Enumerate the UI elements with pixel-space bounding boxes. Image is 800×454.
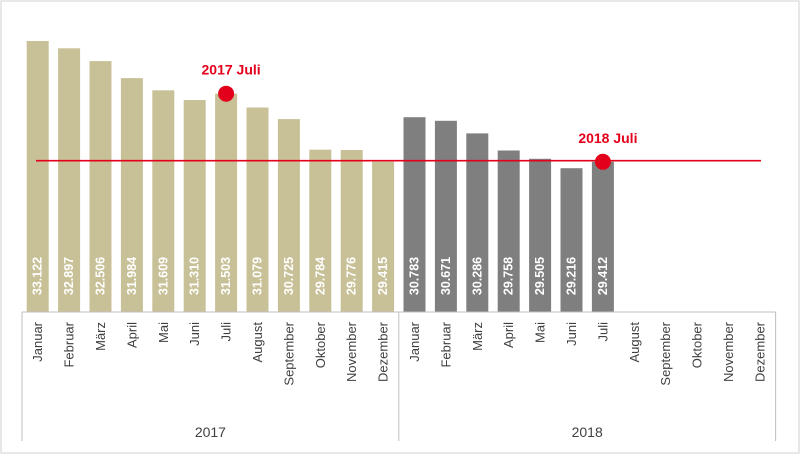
category-label: April bbox=[501, 322, 516, 348]
bar bbox=[246, 107, 269, 312]
category-label: Februar bbox=[62, 321, 77, 367]
bar bbox=[277, 119, 300, 312]
value-label: 31.310 bbox=[188, 257, 202, 295]
bar bbox=[529, 158, 552, 312]
value-label: 31.079 bbox=[251, 257, 265, 295]
category-label: Januar bbox=[30, 321, 45, 361]
group-label: 2017 bbox=[195, 424, 226, 440]
bar bbox=[152, 90, 175, 312]
value-label: 29.412 bbox=[596, 257, 610, 295]
value-label: 30.286 bbox=[470, 257, 484, 295]
category-label: März bbox=[470, 322, 485, 351]
bar bbox=[58, 48, 81, 313]
bar bbox=[26, 41, 49, 312]
bar bbox=[497, 150, 520, 312]
bar bbox=[183, 100, 206, 312]
category-label: März bbox=[93, 322, 108, 351]
bar bbox=[309, 149, 332, 312]
bar bbox=[434, 120, 457, 312]
category-label: Mai bbox=[533, 322, 548, 343]
category-label: Februar bbox=[438, 321, 453, 367]
bars: 33.122 32.897 32.506 31.984 31.609 31.310 31.5… bbox=[26, 41, 614, 313]
marker-dot bbox=[218, 85, 235, 102]
category-label: November bbox=[344, 321, 359, 382]
value-label: 31.503 bbox=[219, 257, 233, 295]
category-label: Oktober bbox=[313, 321, 328, 368]
bar bbox=[372, 161, 395, 312]
category-label: Oktober bbox=[690, 321, 705, 368]
category-label: November bbox=[721, 321, 736, 382]
category-label: Juli bbox=[219, 322, 234, 342]
marker-dot bbox=[594, 153, 611, 170]
value-label: 31.984 bbox=[125, 257, 139, 295]
value-label: 29.505 bbox=[533, 257, 547, 295]
value-label: 32.506 bbox=[94, 257, 108, 295]
category-label: April bbox=[124, 322, 139, 348]
category-label: August bbox=[250, 322, 265, 363]
bar bbox=[215, 93, 238, 312]
category-label: September bbox=[281, 321, 296, 385]
category-label: September bbox=[658, 321, 673, 385]
value-label: 29.784 bbox=[313, 257, 327, 295]
overlay: 2017 Juli 2018 Juli bbox=[36, 62, 761, 170]
value-label: 31.609 bbox=[156, 257, 170, 295]
group-label: 2018 bbox=[572, 424, 603, 440]
value-label: 30.671 bbox=[439, 257, 453, 295]
bar bbox=[466, 133, 489, 312]
bar bbox=[89, 61, 112, 312]
bar bbox=[340, 150, 363, 312]
bar bbox=[591, 161, 614, 312]
bar bbox=[560, 168, 583, 312]
value-label: 30.783 bbox=[408, 257, 422, 295]
category-label: Mai bbox=[156, 322, 171, 343]
category-label: Juni bbox=[564, 322, 579, 346]
marker-label: 2017 Juli bbox=[202, 62, 261, 78]
value-label: 29.776 bbox=[345, 257, 359, 295]
category-label: Juli bbox=[595, 322, 610, 342]
category-label: August bbox=[627, 322, 642, 363]
category-label: Dezember bbox=[376, 321, 391, 382]
category-label: Januar bbox=[407, 321, 422, 361]
value-label: 33.122 bbox=[31, 257, 45, 295]
marker-label: 2018 Juli bbox=[578, 130, 637, 146]
category-label: Dezember bbox=[752, 321, 767, 382]
value-label: 30.725 bbox=[282, 257, 296, 295]
bar bbox=[403, 117, 426, 312]
value-label: 29.415 bbox=[376, 257, 390, 295]
category-label: Juni bbox=[187, 322, 202, 346]
bar bbox=[120, 78, 143, 312]
value-label: 29.758 bbox=[502, 257, 516, 295]
value-label: 29.216 bbox=[565, 257, 579, 295]
category-axis: Januar Februar März April Mai Juni Juli August S… bbox=[21, 311, 777, 441]
value-label: 32.897 bbox=[62, 257, 76, 295]
